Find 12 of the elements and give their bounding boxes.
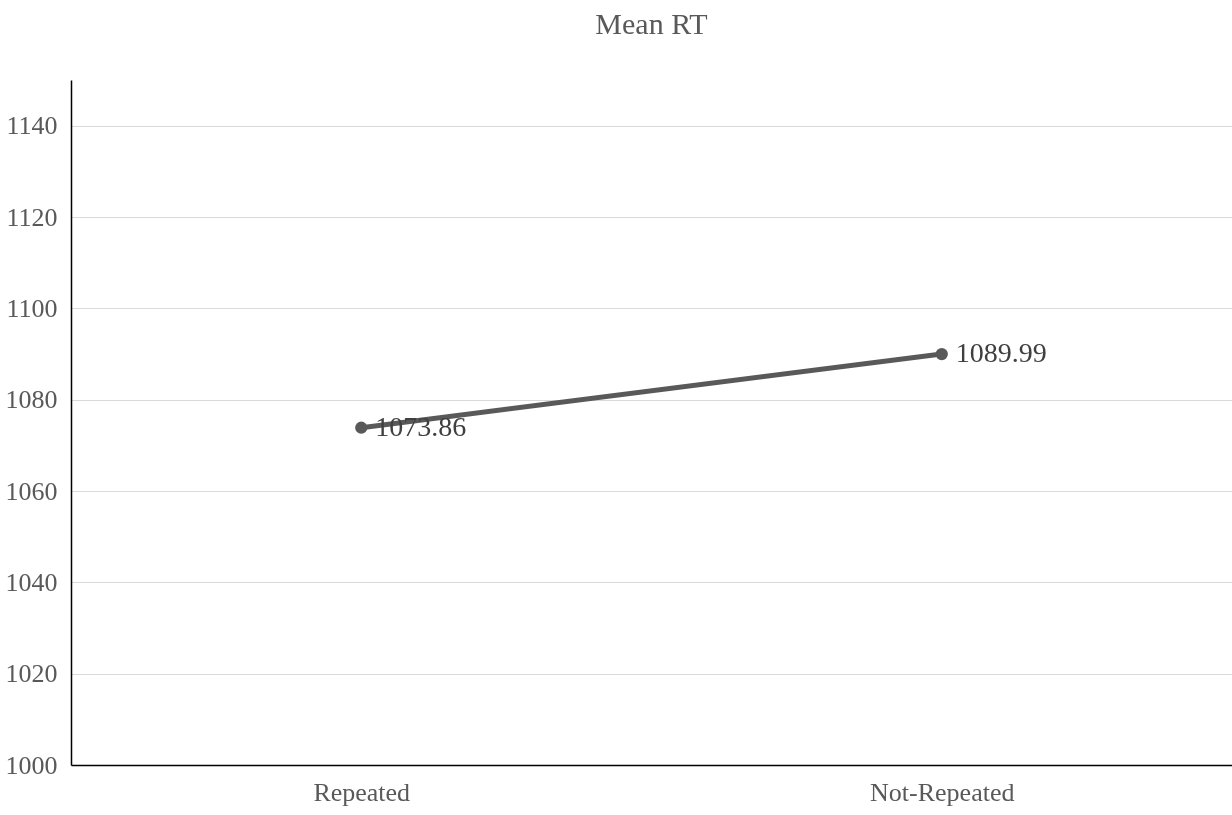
y-tick-label: 1080 [5,385,58,415]
y-tick-label: 1100 [6,293,58,323]
chart-title: Mean RT [595,7,708,40]
y-tick-label: 1120 [6,202,58,232]
y-tick-label: 1060 [5,476,58,506]
y-tick-label: 1040 [5,567,58,597]
x-tick-label: Repeated [313,777,411,807]
y-tick-label: 1000 [5,750,58,780]
data-label: 1089.99 [955,337,1047,369]
x-tick-label: Not-Repeated [870,777,1015,807]
y-tick-label: 1020 [5,659,58,689]
y-tick-label: 1140 [6,111,58,141]
